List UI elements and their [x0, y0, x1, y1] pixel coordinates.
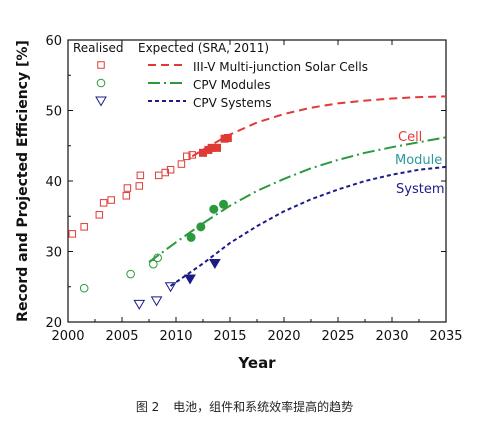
x-tick-label: 2000	[51, 329, 84, 344]
legend-header-expected: Expected (SRA, 2011)	[138, 41, 269, 55]
y-tick-label: 50	[45, 105, 62, 120]
axes: 2000 2005 2010 2015 2020 2025 2030 203520304050…	[45, 34, 462, 344]
figure-caption-text: 电池，组件和系统效率提高的趋势	[173, 400, 354, 414]
legend-label-modules: CPV Modules	[193, 78, 271, 92]
legend-marker	[96, 78, 106, 88]
label-system: System	[396, 182, 444, 197]
x-tick-label: 2035	[429, 329, 462, 344]
record-point	[223, 133, 232, 142]
record-point	[184, 274, 196, 285]
realised-point	[68, 230, 77, 238]
realised-point	[135, 182, 144, 190]
realised-point	[150, 296, 163, 307]
legend-header-realised: Realised	[73, 41, 123, 55]
record-point	[196, 222, 206, 232]
legend-marker	[95, 96, 107, 107]
realised-point	[126, 269, 135, 279]
y-tick-label: 20	[45, 316, 62, 331]
legend-label-systems: CPV Systems	[193, 96, 272, 110]
y-tick-label: 30	[45, 246, 62, 261]
record-point	[219, 199, 229, 209]
realised-point	[166, 165, 175, 174]
y-tick-label: 60	[45, 34, 62, 49]
record-point	[209, 258, 221, 269]
x-tick-label: 2030	[375, 329, 408, 344]
series-end-labels: Cell Module System	[395, 130, 444, 197]
record-point	[209, 204, 219, 214]
realised-point	[80, 223, 88, 231]
realised-point	[154, 171, 163, 180]
x-tick-label: 2005	[105, 329, 138, 344]
realised-point	[136, 171, 145, 180]
realised-point	[153, 253, 162, 263]
x-tick-label: 2025	[321, 329, 354, 344]
realised-point	[188, 151, 196, 159]
y-tick-label: 40	[45, 175, 62, 190]
x-axis-label: Year	[237, 354, 276, 372]
legend-label-cells: III-V Multi-junction Solar Cells	[193, 60, 368, 74]
realised-point	[99, 199, 108, 207]
x-tick-label: 2010	[159, 329, 192, 344]
series-2	[133, 165, 447, 310]
realised-point	[183, 152, 191, 161]
efficiency-chart: 2000 2005 2010 2015 2020 2025 2030 203520304050…	[15, 34, 463, 372]
label-cell: Cell	[398, 130, 422, 145]
series-1	[79, 136, 447, 293]
realised-point	[123, 184, 132, 192]
legend-marker	[97, 61, 105, 69]
realised-point	[95, 211, 104, 219]
figure-number: 图 2	[135, 400, 160, 414]
figure-caption: 图 2 电池，组件和系统效率提高的趋势	[0, 398, 489, 415]
label-module: Module	[395, 153, 442, 168]
realised-point	[149, 259, 158, 269]
realised-point	[177, 160, 186, 168]
series-layer	[68, 95, 447, 310]
legend: Realised Expected (SRA, 2011) III-V Mult…	[73, 41, 368, 110]
realised-point	[164, 282, 177, 293]
record-point	[213, 143, 222, 152]
x-tick-label: 2015	[213, 329, 246, 344]
y-axis-label: Record and Projected Efficiency [%]	[15, 40, 31, 322]
realised-point	[133, 299, 146, 310]
record-point	[186, 232, 196, 242]
realised-point	[107, 196, 115, 204]
series-0	[68, 95, 447, 238]
realised-point	[79, 283, 89, 293]
expected-line	[170, 165, 447, 287]
realised-point	[122, 192, 131, 200]
x-tick-label: 2020	[267, 329, 300, 344]
